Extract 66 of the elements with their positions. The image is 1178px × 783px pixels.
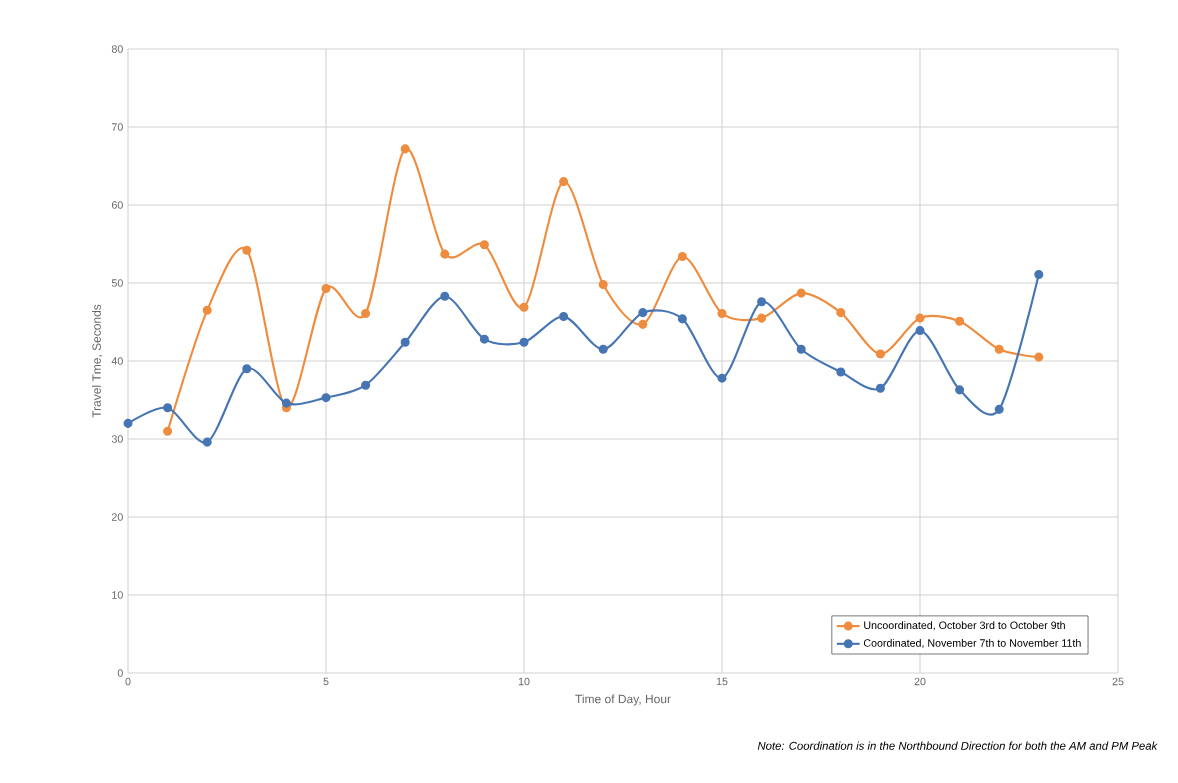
y-tick-label: 60 — [111, 201, 123, 209]
y-tick-label: 40 — [111, 357, 123, 365]
point — [163, 403, 173, 413]
x-tick-label: 15 — [716, 677, 728, 686]
point — [955, 316, 965, 326]
point — [638, 308, 648, 318]
point — [757, 297, 767, 307]
legend-label: Uncoordinated, October 3rd to October 9th — [864, 621, 1065, 631]
point — [955, 385, 965, 395]
point — [757, 313, 767, 323]
x-tick-label: 5 — [323, 677, 329, 686]
x-tick-label: 10 — [518, 677, 530, 686]
y-tick-label: 10 — [112, 591, 123, 599]
point — [361, 308, 371, 318]
point — [836, 308, 846, 318]
point — [638, 319, 648, 329]
point — [1034, 352, 1044, 362]
legend-label: Coordinated, November 7th to November 11th — [863, 638, 1081, 649]
point — [202, 305, 212, 315]
text: Note: Coordination is in the Northbound Direction for both the AM and PM Peak — [757, 741, 1158, 750]
point — [598, 344, 608, 354]
point — [202, 437, 212, 447]
point — [321, 393, 331, 403]
point — [796, 288, 806, 298]
point — [875, 349, 885, 359]
point — [321, 283, 331, 293]
y-tick-label: 20 — [111, 513, 123, 521]
point — [717, 308, 727, 318]
point — [598, 280, 608, 290]
point — [281, 398, 291, 408]
point — [915, 326, 925, 336]
y-tick-label: 80 — [111, 45, 123, 53]
point — [242, 245, 252, 255]
point — [994, 344, 1004, 354]
point — [440, 291, 450, 301]
point — [440, 249, 450, 259]
point — [242, 364, 252, 374]
point — [875, 383, 885, 393]
y-tick-label: 70 — [111, 123, 123, 131]
point — [836, 367, 846, 377]
x-axis-title: Time of Day, Hour — [575, 694, 671, 706]
point — [915, 313, 925, 323]
y-tick-label: 50 — [111, 279, 123, 287]
point — [559, 312, 569, 322]
point — [559, 177, 569, 187]
point — [400, 337, 410, 347]
point — [479, 240, 489, 250]
point — [519, 302, 529, 312]
y-tick-label: 0 — [117, 669, 123, 677]
point — [361, 380, 371, 390]
y-axis-title: Travel Tme, Seconds — [92, 304, 103, 418]
point — [400, 144, 410, 154]
x-tick-label: 0 — [125, 677, 131, 686]
point — [163, 426, 173, 436]
point — [123, 418, 133, 428]
x-tick-label: 20 — [914, 677, 926, 686]
point — [994, 404, 1004, 414]
x-tick-label: 25 — [1112, 677, 1124, 686]
point — [796, 344, 806, 354]
point — [1034, 269, 1044, 279]
point — [677, 314, 687, 324]
point — [677, 251, 687, 262]
y-tick-label: 30 — [111, 435, 123, 443]
point — [519, 337, 529, 347]
point — [717, 373, 727, 383]
point — [479, 334, 489, 344]
